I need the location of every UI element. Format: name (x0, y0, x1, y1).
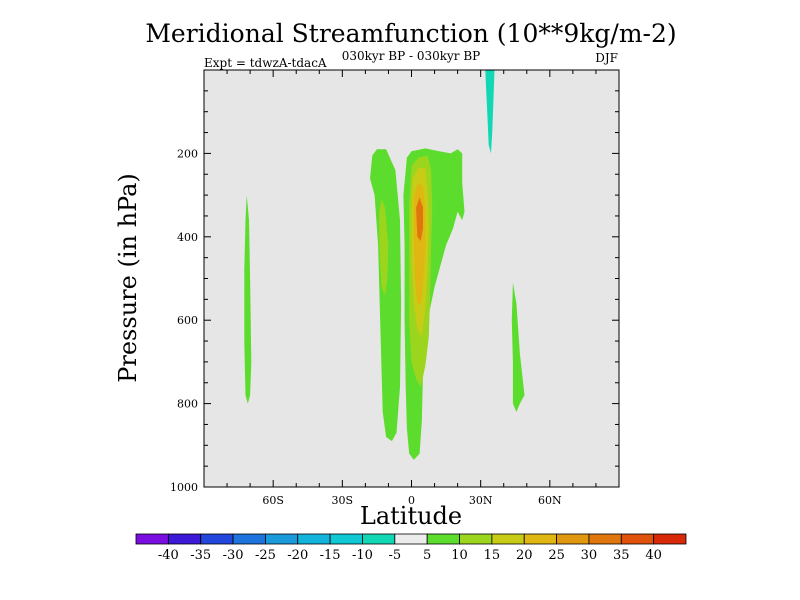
colorbar-box (620, 533, 655, 545)
colorbar-label: 5 (423, 548, 431, 563)
colorbar-box (653, 533, 687, 545)
colorbar-box (523, 533, 557, 545)
colorbar-box (265, 533, 299, 545)
x-tick-label: 30S (332, 494, 354, 507)
colorbar-label: 25 (548, 548, 565, 563)
colorbar-box (588, 533, 622, 545)
x-tick-label: 60S (262, 494, 284, 507)
colorbar-box (200, 533, 234, 545)
colorbar-label: -30 (223, 548, 244, 563)
colorbar-box (362, 533, 396, 545)
y-tick-label: 600 (177, 314, 198, 327)
contour-regions (244, 70, 525, 460)
colorbar-box (491, 533, 525, 545)
colorbar-box (426, 533, 460, 545)
colorbar-label: 40 (645, 548, 662, 563)
y-tick-label: 400 (177, 231, 198, 244)
colorbar: -40 -35 -30 -25 -20 -15 -10 -5 5 10 15 20 25 30 35 40 (135, 533, 687, 563)
experiment-label: Expt = tdwzA-tdacA (204, 56, 327, 70)
colorbar-label: 35 (613, 548, 630, 563)
contour-equatorial-cell-core (416, 197, 423, 241)
colorbar-box (459, 533, 493, 545)
colorbar-label: -25 (255, 548, 276, 563)
x-tick-label: 60N (538, 494, 562, 507)
x-tick-label: 0 (408, 494, 415, 507)
plot-frame (203, 69, 620, 488)
colorbar-label: -40 (158, 548, 179, 563)
contour-nh-subtropical-upper-cell (485, 70, 495, 154)
chart-subtitle: 030kyr BP - 030kyr BP (342, 49, 480, 63)
colorbar-box (232, 533, 266, 545)
colorbar-label: 15 (484, 548, 501, 563)
y-tick-label: 1000 (170, 481, 198, 494)
colorbar-box (135, 533, 169, 545)
y-tick-label: 200 (177, 147, 198, 160)
colorbar-label: -35 (190, 548, 211, 563)
y-tick-label: 800 (177, 398, 198, 411)
colorbar-box (167, 533, 202, 545)
contour-tropical-southern-core (379, 199, 389, 296)
colorbar-box (329, 533, 363, 545)
colorbar-box (394, 533, 428, 545)
colorbar-box (297, 533, 331, 545)
x-tick-label: 30N (469, 494, 493, 507)
chart-title: Meridional Streamfunction (10**9kg/m-2) (145, 19, 676, 48)
colorbar-box (556, 533, 590, 545)
colorbar-label: 30 (581, 548, 598, 563)
colorbar-label: -15 (320, 548, 341, 563)
colorbar-label: -10 (352, 548, 373, 563)
contour-tropical-southern-cell (370, 149, 402, 442)
y-axis-label: Pressure (in hPa) (114, 173, 142, 383)
colorbar-label: -5 (388, 548, 401, 563)
colorbar-label: -20 (287, 548, 308, 563)
contour-sh-highlat-cell (244, 195, 252, 404)
season-label: DJF (595, 51, 618, 65)
colorbar-label: 20 (516, 548, 533, 563)
x-axis-label: Latitude (360, 502, 462, 530)
contour-nh-midlat-cell (511, 282, 525, 412)
colorbar-label: 10 (451, 548, 468, 563)
